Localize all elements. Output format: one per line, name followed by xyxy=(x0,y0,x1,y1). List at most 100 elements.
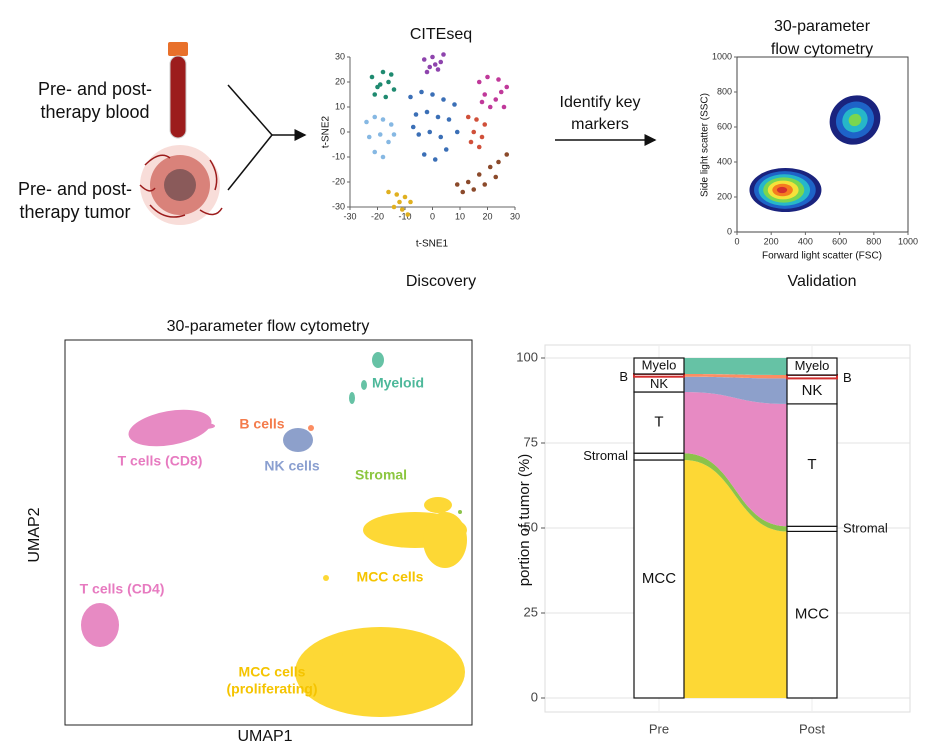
x-axis-label: t-SNE1 xyxy=(416,239,449,250)
chart-title: flow cytometry xyxy=(771,41,873,58)
x-tick-label: -20 xyxy=(371,211,384,221)
step-label: Identify key xyxy=(560,94,641,111)
stratum-label: T xyxy=(654,414,663,431)
cluster-label: MCC cells xyxy=(239,664,306,680)
stratum xyxy=(786,357,838,376)
x-tick-label: 20 xyxy=(482,211,492,221)
stratum-label: MCC xyxy=(795,606,829,623)
y-tick-label: 0 xyxy=(531,689,538,704)
y-tick-label: 600 xyxy=(717,121,732,131)
x-tick-label: 1000 xyxy=(898,236,918,246)
cluster-label: MCC cells xyxy=(357,569,424,585)
cluster-label: T cells (CD8) xyxy=(118,453,203,469)
point xyxy=(454,129,460,135)
cluster-label: Stromal xyxy=(355,467,407,483)
y-tick-label: 200 xyxy=(717,191,732,201)
stratum-label: Myelo xyxy=(795,358,830,373)
stratum-label: MCC xyxy=(642,570,676,587)
point xyxy=(435,67,441,72)
x-tick-label: 0 xyxy=(430,211,435,221)
input-label: therapy tumor xyxy=(19,202,130,222)
cluster-label: Myeloid xyxy=(372,375,424,391)
merge-arrow xyxy=(227,84,657,191)
point xyxy=(386,139,391,145)
x-tick-label: 800 xyxy=(866,236,881,246)
point xyxy=(402,194,408,200)
y-axis-label: t-SNE2 xyxy=(321,115,332,148)
point xyxy=(388,72,394,77)
point xyxy=(482,92,488,97)
y-tick-label: 30 xyxy=(335,51,345,61)
point xyxy=(372,114,378,120)
flow xyxy=(684,453,787,532)
point xyxy=(386,79,391,85)
y-tick-label: 0 xyxy=(340,126,345,136)
point xyxy=(474,117,479,122)
point xyxy=(496,77,501,82)
flow xyxy=(684,376,787,404)
umap-xlabel: UMAP1 xyxy=(237,728,292,744)
point xyxy=(372,149,378,155)
point xyxy=(482,122,488,127)
chart-title: 30-parameter xyxy=(774,18,871,35)
point xyxy=(487,164,493,170)
y-tick-label: 1000 xyxy=(712,51,732,61)
point xyxy=(471,129,477,135)
y-tick-label: 75 xyxy=(524,434,538,449)
point xyxy=(441,52,446,57)
point xyxy=(421,152,427,157)
point xyxy=(441,97,446,102)
y-tick-label: -20 xyxy=(332,176,345,186)
x-tick-label: Pre xyxy=(649,721,669,736)
y-tick-label: 800 xyxy=(717,86,732,96)
cluster-label: (proliferating) xyxy=(227,681,318,697)
y-tick-label: -30 xyxy=(332,201,345,211)
point xyxy=(408,199,413,205)
stratum-label: Myelo xyxy=(642,357,677,372)
umap-ylabel: UMAP2 xyxy=(26,507,43,562)
flow xyxy=(684,358,787,375)
point xyxy=(496,159,501,165)
caption: Validation xyxy=(787,273,856,290)
point xyxy=(364,119,369,125)
step-label: markers xyxy=(571,116,629,133)
stratum-label: T xyxy=(807,456,816,473)
point xyxy=(427,64,433,70)
point xyxy=(369,74,375,80)
point xyxy=(416,132,422,137)
point xyxy=(377,132,383,137)
stratum xyxy=(633,452,685,461)
point xyxy=(432,62,438,67)
point xyxy=(435,114,441,120)
stratum xyxy=(786,530,838,699)
point xyxy=(504,84,510,90)
point xyxy=(487,104,493,110)
y-tick-label: 25 xyxy=(524,604,538,619)
point xyxy=(454,182,460,187)
x-tick-label: Post xyxy=(799,721,825,736)
y-tick-label: 10 xyxy=(335,101,345,111)
stratum-label: B xyxy=(619,369,628,384)
point xyxy=(380,154,386,160)
density-level xyxy=(848,113,862,127)
point xyxy=(372,92,378,97)
point xyxy=(380,117,386,122)
stratum-label: NK xyxy=(650,376,668,391)
stratum xyxy=(633,459,685,699)
point xyxy=(405,212,411,217)
point xyxy=(443,147,449,152)
cluster-label: NK cells xyxy=(264,458,319,474)
point xyxy=(391,87,397,92)
point xyxy=(471,187,477,192)
point xyxy=(421,57,427,62)
point xyxy=(482,182,488,187)
stratum-label: B xyxy=(843,370,852,385)
point xyxy=(424,69,430,75)
x-tick-label: 400 xyxy=(798,236,813,246)
x-tick-label: 0 xyxy=(734,236,739,246)
point xyxy=(476,79,482,85)
y-tick-label: 100 xyxy=(516,349,538,364)
point xyxy=(432,157,438,162)
point xyxy=(476,172,482,177)
